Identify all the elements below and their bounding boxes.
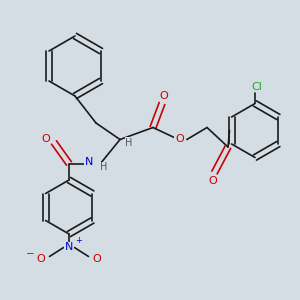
Text: N: N <box>85 157 93 167</box>
Text: H: H <box>100 162 107 172</box>
Text: O: O <box>41 134 50 145</box>
Text: −: − <box>26 248 34 259</box>
Text: N: N <box>65 242 73 253</box>
Text: O: O <box>175 134 184 145</box>
Text: +: + <box>75 236 82 245</box>
Text: O: O <box>208 176 217 186</box>
Text: Cl: Cl <box>251 82 262 92</box>
Text: H: H <box>125 137 133 148</box>
Text: O: O <box>36 254 45 264</box>
Text: O: O <box>92 254 101 264</box>
Text: O: O <box>159 91 168 101</box>
